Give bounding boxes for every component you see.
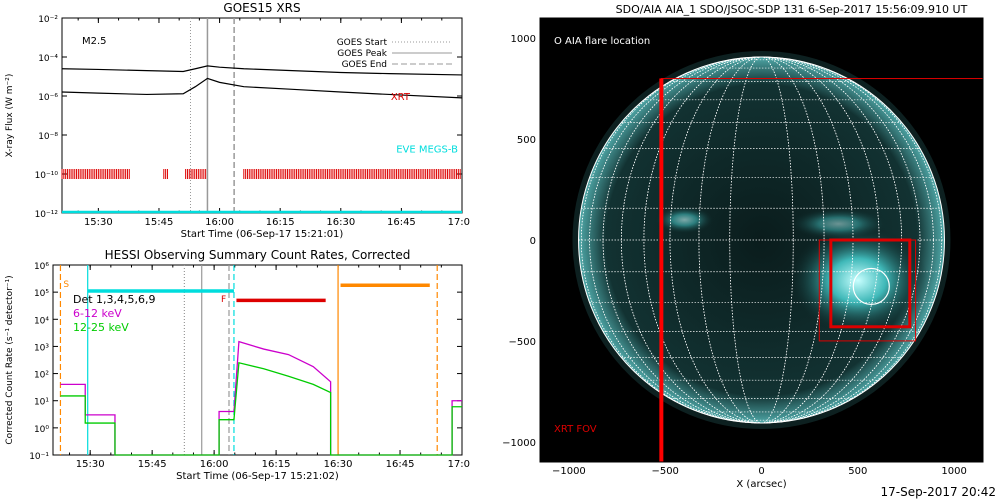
- y-tick-label: 10²: [34, 371, 49, 381]
- y-tick-label: 10³: [34, 343, 49, 353]
- x-tick-label: 16:30: [324, 459, 353, 470]
- y-tick-label: 10⁻¹: [29, 452, 49, 462]
- observation-box-1: [829, 238, 912, 329]
- y-tick-label: 10⁻¹⁰: [35, 171, 59, 181]
- y-axis-label: Corrected Count Rate (s⁻¹ detector⁻¹): [5, 275, 15, 444]
- flare-location-marker: [852, 267, 890, 306]
- chart-title: HESSI Observing Summary Count Rates, Cor…: [105, 248, 411, 262]
- x-tick-label: 15:30: [76, 459, 105, 470]
- x-tick-label: 16:15: [266, 217, 295, 228]
- goes-flux-series-1: [61, 77, 463, 99]
- x-tick-label: 17:00: [448, 459, 470, 470]
- chart-title: GOES15 XRS: [223, 1, 300, 15]
- xrt-fov-label: XRT FOV: [554, 424, 597, 435]
- x-tick-label: 1000: [941, 466, 966, 477]
- x-tick-label: 16:00: [200, 459, 229, 470]
- legend-label: 6-12 keV: [73, 307, 122, 320]
- y-tick-label: 10⁻¹²: [35, 210, 59, 220]
- x-tick-label: 16:15: [262, 459, 291, 470]
- flare-location-legend: O AIA flare location: [554, 36, 650, 47]
- active-region-glow: [654, 205, 715, 234]
- x-tick-label: 15:45: [138, 459, 167, 470]
- x-tick-label: 17:00: [448, 217, 470, 228]
- x-tick-label: 16:00: [205, 217, 234, 228]
- legend-label: GOES Start: [337, 38, 388, 48]
- y-tick-label: 1000: [511, 34, 536, 45]
- x-tick-label: 16:30: [326, 217, 355, 228]
- y-tick-label: 10⁶: [34, 262, 49, 272]
- y-tick-label: 10⁵: [34, 289, 49, 299]
- y-tick-label: 10¹: [34, 398, 49, 408]
- x-axis-label: Start Time (06-Sep-17 15:21:02): [176, 471, 339, 482]
- x-tick-label: 16:45: [386, 459, 415, 470]
- y-axis-label: X-ray Flux (W m⁻²): [5, 74, 15, 158]
- x-tick-label: −500: [651, 466, 678, 477]
- x-tick-label: 500: [848, 466, 867, 477]
- plot-frame: [52, 264, 463, 456]
- x-axis-label: X (arcsec): [736, 479, 786, 490]
- instrument-label-1: EVE MEGS-B: [396, 145, 458, 156]
- active-region-glow: [788, 207, 889, 240]
- rhessi-series-1: [60, 361, 462, 456]
- aia-title: SDO/AIA AIA_1 SDO/JSOC-SDP 131 6-Sep-201…: [616, 3, 968, 16]
- limb-outline: [578, 56, 945, 424]
- flare-class-label: M2.5: [82, 36, 107, 47]
- x-tick-label: 16:45: [387, 217, 416, 228]
- flag-f: F: [221, 295, 226, 305]
- x-tick-label: 15:30: [84, 217, 113, 228]
- instrument-label-0: XRT: [391, 92, 411, 103]
- aia-image-svg: O AIA flare location XRT FOV SDO/AIA AIA_1…: [502, 3, 996, 499]
- active-region-glow: [787, 225, 928, 336]
- render-timestamp: 17-Sep-2017 20:42: [881, 485, 996, 499]
- rhessi-series-0: [60, 340, 462, 456]
- legend-label: GOES Peak: [337, 49, 387, 59]
- flag-s: S: [63, 280, 69, 290]
- y-tick-label: 10⁴: [34, 316, 49, 326]
- goes-xrs-svg: GOES15 XRS 15:30 15:45 16:00 16:15 16:30 16:45…: [5, 1, 476, 240]
- y-tick-label: 10⁰: [34, 425, 49, 435]
- x-tick-label: −1000: [552, 466, 586, 477]
- goes-xrs-chart: GOES15 XRS 15:30 15:45 16:00 16:15 16:30 16:45…: [0, 0, 476, 245]
- x-tick-label: 15:45: [145, 217, 174, 228]
- rhessi-count-chart: HESSI Observing Summary Count Rates, Cor…: [0, 245, 476, 500]
- x-axis-label: Start Time (06-Sep-17 15:21:01): [181, 229, 344, 240]
- legend-label: 12-25 keV: [73, 321, 129, 334]
- y-tick-label: −500: [509, 337, 536, 348]
- y-tick-label: −1000: [502, 438, 536, 449]
- y-tick-label: 10⁻²: [38, 15, 58, 25]
- y-tick-label: 10⁻⁸: [38, 132, 58, 142]
- x-tick-label: 0: [758, 466, 764, 477]
- plot-frame: [61, 17, 463, 214]
- legend-label: GOES End: [342, 60, 387, 70]
- detectors-label: Det 1,3,4,5,6,9: [73, 293, 156, 306]
- y-tick-label: 10⁻⁴: [38, 54, 58, 64]
- goes-flux-series-0: [61, 65, 463, 76]
- y-tick-label: 10⁻⁶: [38, 93, 58, 103]
- rhessi-count-svg: HESSI Observing Summary Count Rates, Cor…: [5, 248, 476, 482]
- y-tick-label: 500: [517, 135, 536, 146]
- y-tick-label: 0: [530, 236, 536, 247]
- aia-image-panel: O AIA flare location XRT FOV SDO/AIA AIA_1…: [478, 0, 1000, 500]
